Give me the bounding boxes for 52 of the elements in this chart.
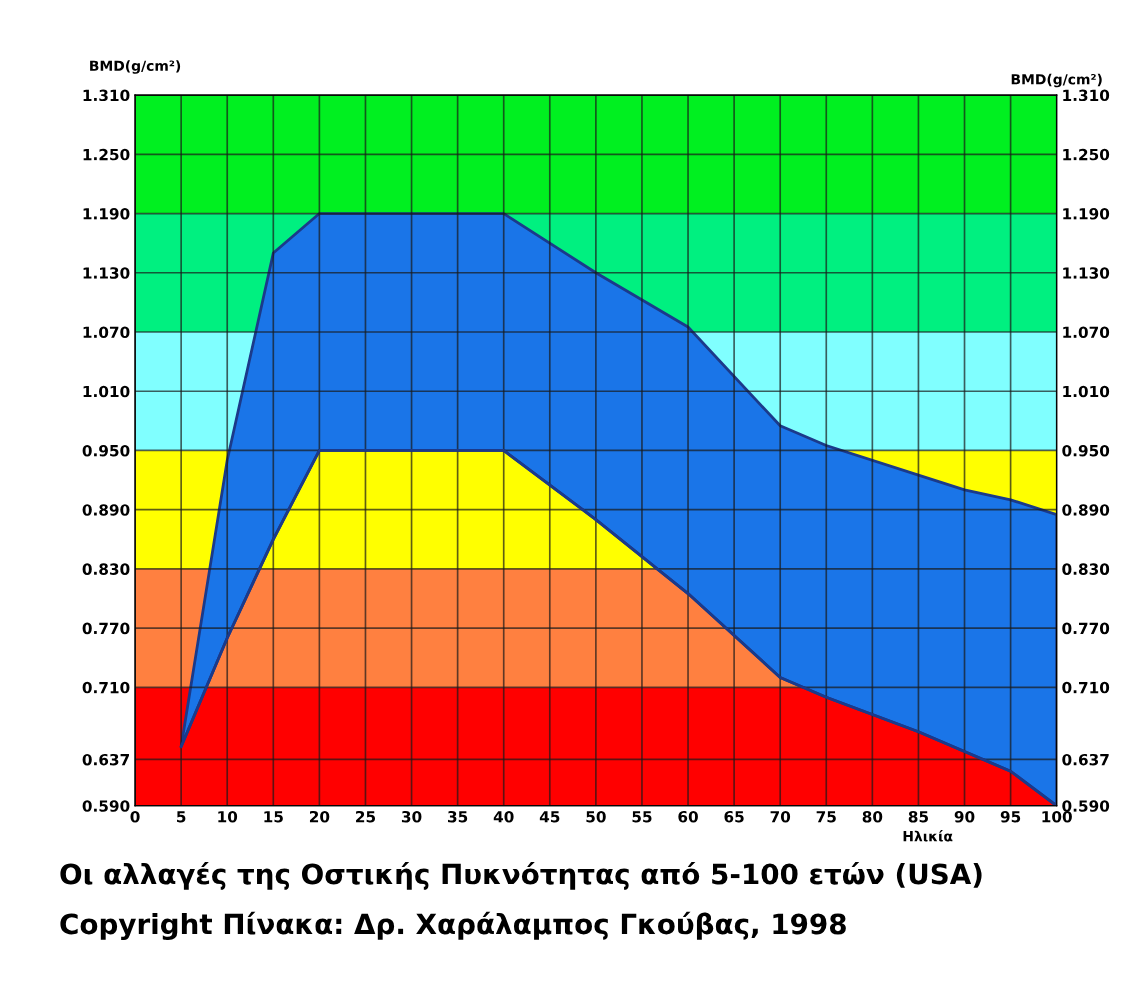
x-tick-label: 5 (177, 811, 186, 823)
y2-tick-label: 0.590 (1062, 800, 1110, 812)
y2-tick-label: 1.310 (1063, 89, 1110, 102)
y2-tick-label: 1.070 (1063, 326, 1110, 339)
x-tick-label: 80 (862, 810, 883, 823)
y2-tick-label: 0.637 (1062, 753, 1109, 766)
y2-tick-label: 0.770 (1062, 622, 1110, 635)
x-tick-label: 25 (356, 810, 376, 823)
text: Copyright Πίνακα: Δρ. Χαράλαμπος Γκούβας, 1998 (60, 911, 846, 941)
y-tick-label: 1.130 (83, 267, 130, 279)
y2-tick-label: 0.830 (1062, 563, 1110, 575)
x-tick-label: 95 (1000, 810, 1021, 823)
y-tick-label: 1.010 (83, 385, 130, 398)
x-tick-label: 55 (632, 811, 652, 823)
x-tick-label: 35 (448, 810, 468, 823)
y-axis-title: BMD(g/cm²) (90, 60, 181, 74)
y2-tick-label: 1.250 (1063, 148, 1110, 161)
x-tick-label: 75 (816, 811, 836, 823)
x-tick-label: 65 (724, 810, 744, 823)
y-tick-label: 0.890 (82, 504, 130, 516)
x-tick-label: 85 (908, 810, 929, 823)
y-tick-label: 1.250 (83, 148, 130, 161)
x-tick-label: 50 (586, 810, 606, 823)
y-tick-label: 0.950 (82, 444, 130, 457)
y-tick-label: 0.590 (82, 800, 130, 812)
x-tick-label: 20 (309, 810, 330, 823)
x-axis-title: Ηλικία (903, 830, 953, 842)
y-tick-label: 1.310 (83, 89, 130, 102)
x-tick-label: 90 (954, 810, 975, 823)
y2-tick-label: 1.190 (1063, 208, 1110, 220)
x-tick-label: 10 (218, 810, 238, 823)
y-tick-label: 0.637 (82, 753, 129, 766)
y2-tick-label: 1.010 (1063, 385, 1110, 398)
y2-tick-label: 0.890 (1062, 504, 1110, 516)
x-tick-label: 15 (264, 811, 283, 823)
text: Οι αλλαγές της Οστικής Πυκνότητας από 5-100 ετών (USA) (60, 861, 982, 890)
x-tick-label: 40 (493, 810, 514, 823)
y-tick-label: 0.710 (82, 681, 130, 694)
y-tick-label: 1.190 (83, 208, 130, 220)
y2-tick-label: 0.710 (1062, 681, 1110, 694)
y-tick-label: 0.770 (82, 622, 130, 635)
y2-tick-label: 0.950 (1062, 444, 1110, 457)
x-tick-label: 30 (401, 810, 422, 823)
y2-tick-label: 1.130 (1063, 267, 1110, 279)
y-tick-label: 0.830 (82, 563, 130, 575)
y2-axis-title: BMD(g/cm²) (1011, 73, 1102, 88)
x-tick-label: 60 (678, 810, 698, 823)
x-tick-label: 100 (1042, 810, 1072, 823)
y-tick-label: 1.070 (83, 326, 130, 339)
x-tick-label: 70 (770, 810, 791, 823)
x-tick-label: 0 (130, 810, 140, 823)
x-tick-label: 45 (539, 811, 560, 823)
